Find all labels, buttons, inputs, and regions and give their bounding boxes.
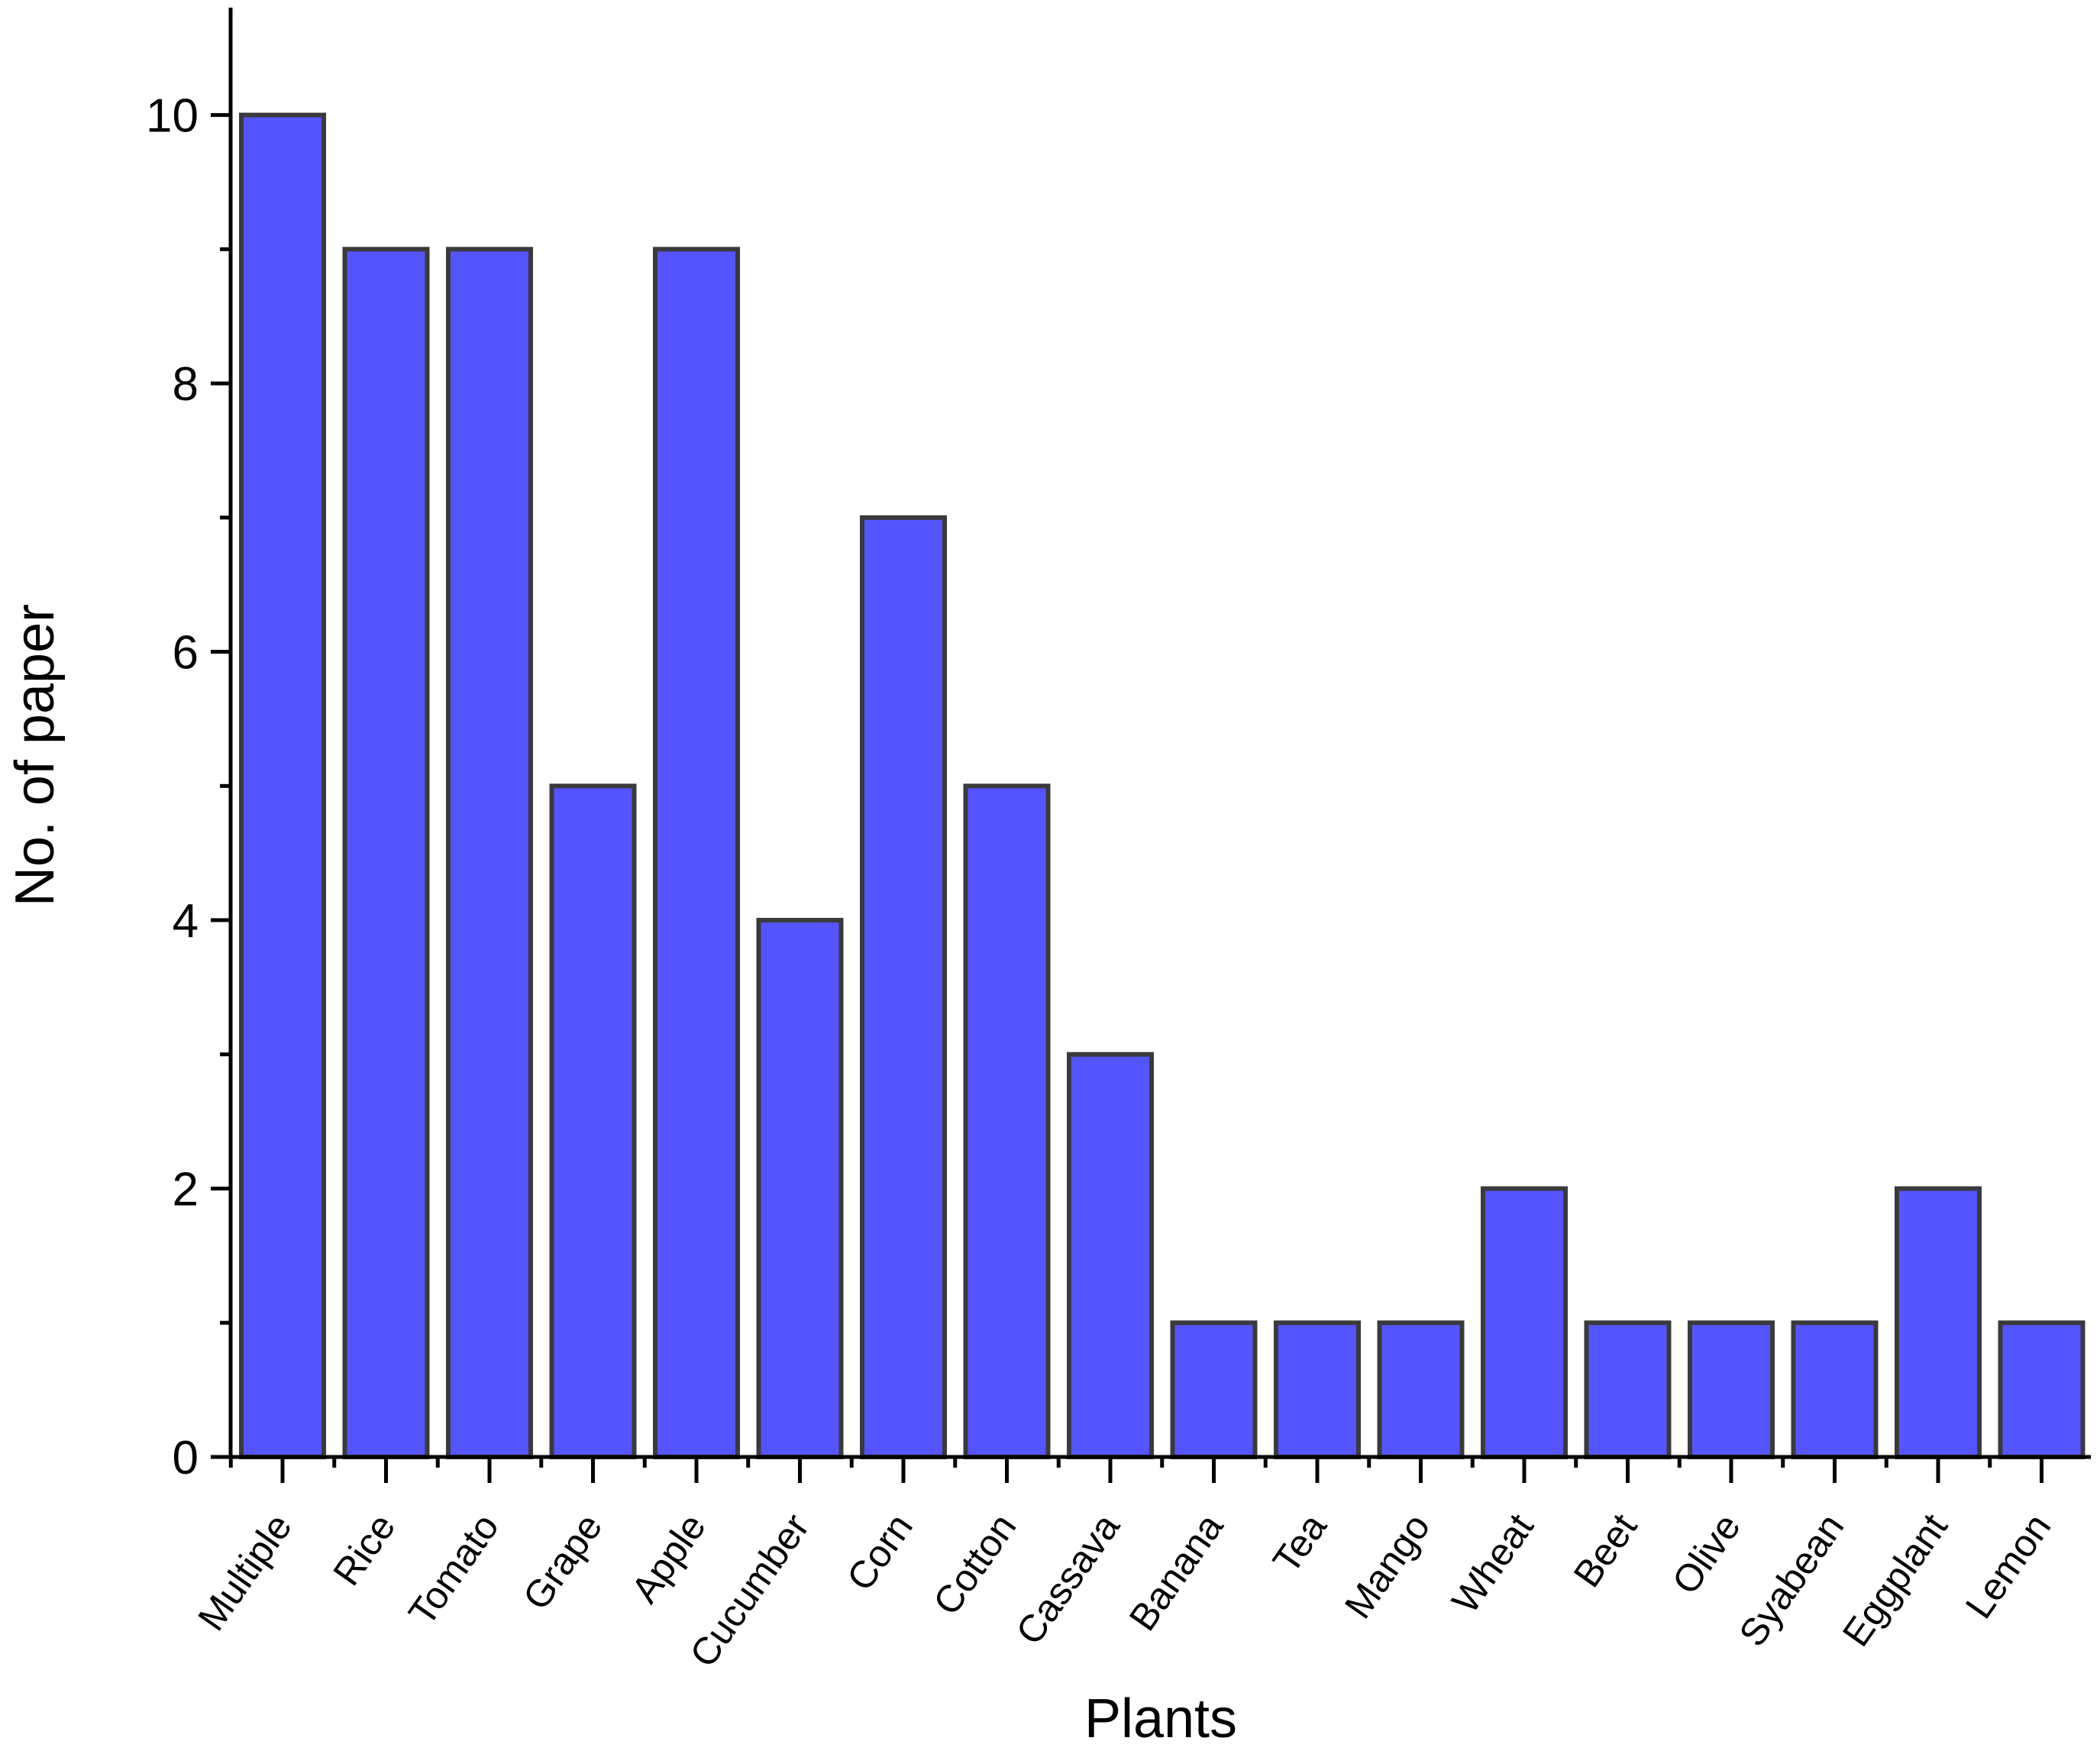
x-tick-label-syabean: Syabean (1730, 1506, 1852, 1654)
y-tick-label-8: 8 (173, 358, 199, 411)
x-tick-label-apple: Apple (623, 1506, 714, 1610)
bar-lemon (1998, 1320, 2085, 1460)
x-tick-label-banana: Banana (1121, 1506, 1232, 1638)
bar-eggplant (1895, 1186, 1982, 1460)
bar-apple (653, 247, 740, 1459)
bar-cassava (1067, 1051, 1154, 1460)
bar-cucumber (756, 918, 844, 1459)
y-axis-title: No. of paper (5, 604, 66, 906)
bar-grape (549, 783, 637, 1459)
x-tick-label-cotton: Cotton (925, 1506, 1024, 1623)
y-tick-label-2: 2 (173, 1164, 199, 1216)
bar-tea (1274, 1320, 1361, 1460)
bar-beet (1584, 1320, 1672, 1460)
bar-banana (1170, 1320, 1258, 1460)
bars-group (239, 112, 2085, 1460)
y-ticks-group: 0 2 4 6 8 10 (146, 90, 231, 1484)
bar-syabean (1791, 1320, 1879, 1460)
bar-olive (1688, 1320, 1775, 1460)
x-tick-label-eggplant: Eggplant (1834, 1506, 1956, 1654)
x-axis-title: Plants (1084, 1688, 1237, 1749)
x-tick-label-lemon: Lemon (1957, 1506, 2060, 1626)
y-tick-label-4: 4 (173, 895, 199, 948)
x-tick-label-wheat: Wheat (1443, 1506, 1542, 1621)
x-tick-label-cassava: Cassava (1008, 1506, 1129, 1652)
bar-rice (342, 247, 430, 1459)
x-tick-label-rice: Rice (325, 1506, 403, 1593)
bar-wheat (1481, 1186, 1568, 1460)
bar-corn (860, 515, 947, 1459)
bar-mango (1377, 1320, 1465, 1460)
y-tick-label-6: 6 (173, 627, 199, 680)
y-tick-label-0: 0 (173, 1432, 199, 1484)
y-tick-label-10: 10 (146, 90, 199, 143)
x-tick-label-mango: Mango (1336, 1506, 1439, 1626)
x-tick-label-tomato: Tomato (400, 1506, 507, 1633)
bar-tomato (446, 247, 533, 1459)
x-tick-label-multiple: Multiple (189, 1506, 300, 1638)
x-tick-label-olive: Olive (1664, 1506, 1749, 1601)
x-tick-label-beet: Beet (1565, 1506, 1646, 1594)
x-tick-label-tea: Tea (1265, 1506, 1335, 1581)
x-tick-label-corn: Corn (838, 1506, 921, 1598)
x-tick-label-grape: Grape (515, 1506, 611, 1617)
bar-cotton (963, 783, 1051, 1459)
bar-multiple (239, 112, 326, 1459)
